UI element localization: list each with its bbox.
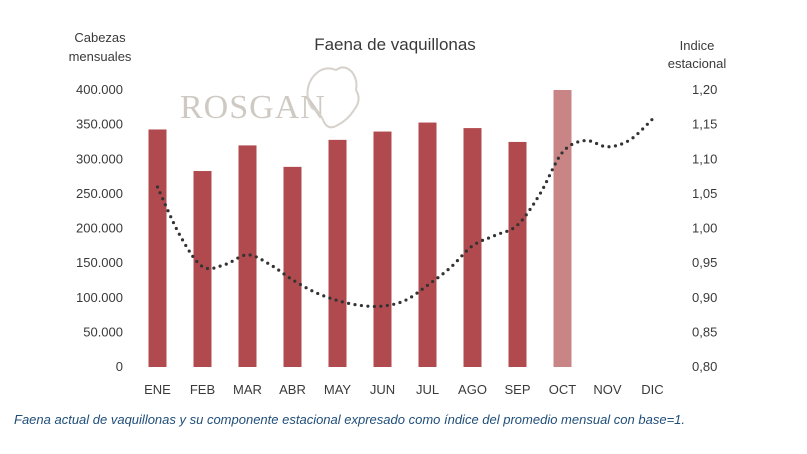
x-tick-label: ABR xyxy=(279,382,306,397)
bar-jun xyxy=(373,131,392,367)
left-tick-label: 0 xyxy=(116,359,123,374)
right-tick-label: 1,15 xyxy=(692,117,717,132)
left-axis-title-line-1: Cabezas xyxy=(74,30,126,45)
left-tick-label: 150.000 xyxy=(76,255,123,270)
x-tick-label: AGO xyxy=(458,382,487,397)
left-tick-label: 200.000 xyxy=(76,221,123,236)
right-axis-ticks: 0,80 0,85 0,90 0,95 1,00 1,05 1,10 1,15 1,20 xyxy=(692,82,717,374)
bar-may xyxy=(328,139,347,367)
x-tick-label: SEP xyxy=(504,382,530,397)
x-tick-label: JUL xyxy=(416,382,439,397)
left-tick-label: 300.000 xyxy=(76,151,123,166)
bar-sep xyxy=(508,141,527,367)
x-tick-label: DIC xyxy=(641,382,663,397)
left-tick-label: 400.000 xyxy=(76,82,123,97)
chart-canvas: ROSGAN Faena de vaquillonas Cabezas mens… xyxy=(69,30,727,397)
bar-ene xyxy=(148,129,167,367)
left-tick-label: 250.000 xyxy=(76,186,123,201)
left-tick-label: 50.000 xyxy=(83,324,123,339)
right-axis-title-line-1: Indice xyxy=(680,38,715,53)
x-tick-label: MAR xyxy=(233,382,262,397)
rosgan-logo: ROSGAN xyxy=(180,66,360,129)
left-axis-title-line-2: mensuales xyxy=(69,49,132,64)
bar-series xyxy=(148,90,572,367)
chart-title: Faena de vaquillonas xyxy=(314,35,476,54)
x-tick-label: ENE xyxy=(144,382,171,397)
x-tick-label: FEB xyxy=(190,382,215,397)
right-tick-label: 0,90 xyxy=(692,290,717,305)
right-tick-label: 0,85 xyxy=(692,324,717,339)
x-tick-label: OCT xyxy=(549,382,577,397)
left-axis-ticks: 0 50.000 100.000 150.000 200.000 250.000 300.0… xyxy=(76,82,123,374)
right-tick-label: 1,00 xyxy=(692,221,717,236)
left-tick-label: 100.000 xyxy=(76,290,123,305)
rosgan-logo-text: ROSGAN xyxy=(180,89,326,126)
bar-abr xyxy=(283,166,302,367)
right-tick-label: 0,80 xyxy=(692,359,717,374)
right-tick-label: 0,95 xyxy=(692,255,717,270)
index-line-series xyxy=(155,117,655,309)
bar-mar xyxy=(238,145,257,367)
right-tick-label: 1,20 xyxy=(692,82,717,97)
left-tick-label: 350.000 xyxy=(76,117,123,132)
x-tick-label: JUN xyxy=(370,382,395,397)
x-tick-label: NOV xyxy=(593,382,622,397)
x-axis-ticks: ENE FEB MAR ABR MAY JUN JUL AGO SEP OCT NOV DIC xyxy=(144,382,664,397)
bar-jul xyxy=(418,122,437,367)
bar-oct xyxy=(553,90,572,367)
right-tick-label: 1,05 xyxy=(692,186,717,201)
right-tick-label: 1,10 xyxy=(692,151,717,166)
cow-head-icon xyxy=(306,66,360,129)
seasonal-index-line xyxy=(155,117,655,309)
figure-caption: Faena actual de vaquillonas y su compone… xyxy=(14,412,686,427)
x-tick-label: MAY xyxy=(324,382,352,397)
bar-feb xyxy=(193,171,212,367)
right-axis-title-line-2: estacional xyxy=(668,56,727,71)
